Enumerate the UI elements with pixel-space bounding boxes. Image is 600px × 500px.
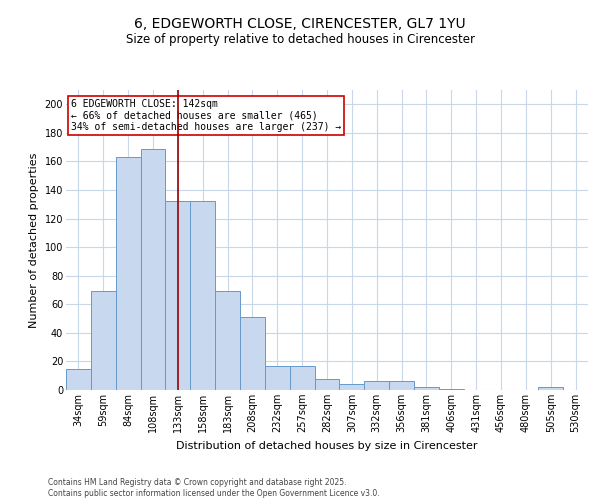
X-axis label: Distribution of detached houses by size in Cirencester: Distribution of detached houses by size …: [176, 440, 478, 450]
Bar: [190, 202, 215, 390]
Bar: [215, 292, 240, 390]
Bar: [140, 148, 166, 390]
Bar: [66, 368, 91, 390]
Bar: [414, 387, 439, 390]
Bar: [364, 382, 389, 390]
Bar: [439, 388, 464, 390]
Text: 6, EDGEWORTH CLOSE, CIRENCESTER, GL7 1YU: 6, EDGEWORTH CLOSE, CIRENCESTER, GL7 1YU: [134, 18, 466, 32]
Bar: [340, 384, 364, 390]
Bar: [538, 387, 563, 390]
Text: 6 EDGEWORTH CLOSE: 142sqm
← 66% of detached houses are smaller (465)
34% of semi: 6 EDGEWORTH CLOSE: 142sqm ← 66% of detac…: [71, 99, 341, 132]
Bar: [314, 378, 340, 390]
Bar: [265, 366, 290, 390]
Bar: [240, 317, 265, 390]
Text: Size of property relative to detached houses in Cirencester: Size of property relative to detached ho…: [125, 32, 475, 46]
Bar: [290, 366, 314, 390]
Text: Contains HM Land Registry data © Crown copyright and database right 2025.
Contai: Contains HM Land Registry data © Crown c…: [48, 478, 380, 498]
Bar: [116, 157, 140, 390]
Bar: [166, 202, 190, 390]
Y-axis label: Number of detached properties: Number of detached properties: [29, 152, 39, 328]
Bar: [91, 292, 116, 390]
Bar: [389, 382, 414, 390]
